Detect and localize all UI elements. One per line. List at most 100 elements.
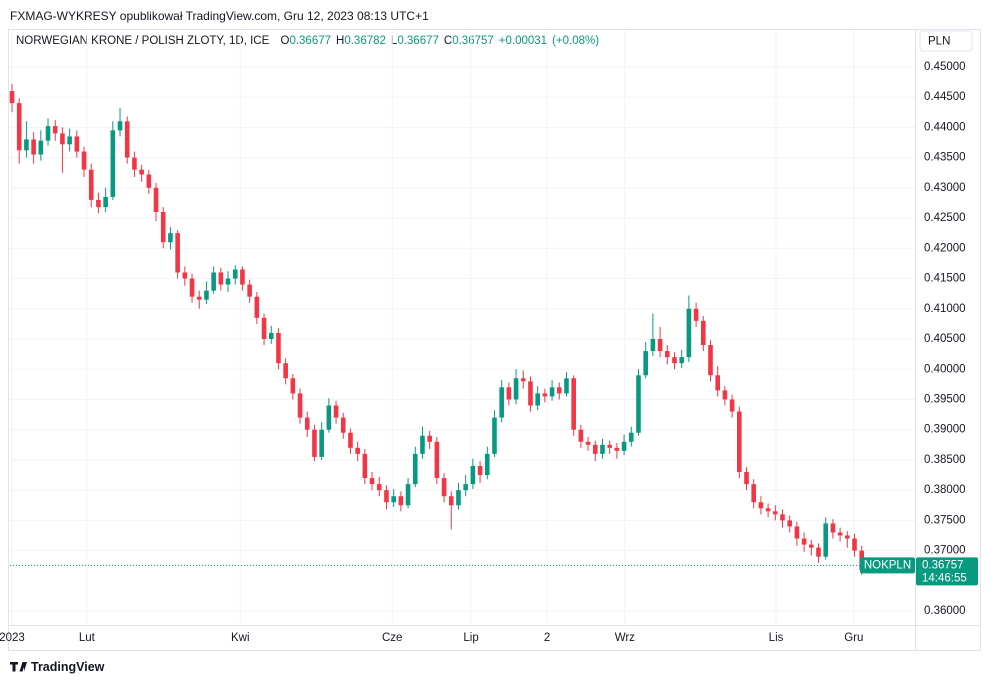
y-tick-label: 0.45000 — [924, 61, 966, 73]
candle-body — [809, 544, 814, 548]
y-tick-label: 0.42000 — [924, 242, 966, 254]
price-tag-value: 0.36757 — [922, 559, 964, 571]
price-tag-countdown: 14:46:55 — [922, 572, 967, 584]
candle-body — [837, 532, 843, 536]
candle-body — [297, 393, 303, 418]
y-tick-label: 0.44000 — [924, 121, 966, 133]
candle-body — [160, 212, 166, 243]
y-tick-label: 0.36000 — [924, 605, 966, 617]
candle-body — [787, 520, 793, 527]
candle-body — [628, 432, 634, 442]
candle-body — [283, 363, 288, 379]
candle-body — [9, 91, 15, 104]
price-tag-symbol: NOKPLN — [864, 559, 911, 571]
candle-body — [96, 199, 101, 208]
x-tick-label: Kwi — [231, 632, 250, 644]
candle-body — [384, 490, 389, 503]
candle-body — [74, 136, 80, 152]
legend-change: +0.00031 — [498, 35, 548, 47]
y-tick-label: 0.40500 — [924, 333, 966, 345]
y-tick-label: 0.41000 — [924, 303, 966, 315]
candle-body — [376, 484, 382, 491]
legend: NORWEGIAN KRONE / POLISH ZLOTY, 1D, ICE … — [16, 35, 604, 47]
candle-body — [823, 523, 829, 557]
candle-body — [175, 233, 180, 273]
candle-body — [636, 375, 641, 433]
candle-body — [124, 121, 130, 158]
y-tick-label: 0.43500 — [924, 152, 966, 164]
candle-body — [67, 136, 72, 145]
candle-body — [484, 453, 490, 476]
legend-label: O — [280, 35, 290, 47]
candle-body — [549, 387, 555, 397]
candle-body — [535, 393, 540, 406]
y-tick-label: 0.38500 — [924, 454, 966, 466]
candle-body — [816, 547, 821, 557]
candle-body — [182, 272, 188, 279]
candle-body — [664, 351, 670, 358]
price-tag-box — [916, 557, 978, 586]
candle-body — [355, 447, 360, 454]
candle-body — [405, 484, 411, 506]
candle-body — [715, 375, 720, 391]
candle-body — [132, 157, 137, 170]
chart-frame — [8, 29, 981, 651]
y-tick-label: 0.44500 — [924, 91, 966, 103]
candle-body — [657, 338, 663, 352]
candle-body — [153, 187, 159, 213]
currency-label: PLN — [928, 36, 950, 48]
candle-body — [369, 478, 375, 485]
logo — [10, 662, 27, 672]
candle-body — [268, 332, 274, 339]
candle-body — [578, 429, 584, 442]
x-tick-label: Gru — [844, 632, 863, 644]
candle-body — [139, 169, 144, 175]
candle-body — [571, 378, 576, 430]
legend-label: C — [443, 35, 453, 47]
candle-body — [607, 444, 612, 448]
legend-value: 0.36677 — [397, 35, 439, 47]
candle-body — [232, 269, 238, 279]
y-tick-label: 0.40000 — [924, 363, 966, 375]
candle-body — [794, 526, 800, 539]
candle-body — [614, 447, 620, 451]
candle-body — [81, 151, 87, 170]
candle-body — [477, 465, 483, 476]
candle-body — [708, 345, 713, 376]
x-tick-label: 2 — [544, 632, 550, 644]
candle-body — [852, 538, 857, 551]
candle-body — [700, 320, 706, 346]
x-tick-label: Cze — [382, 632, 402, 644]
candles — [9, 83, 872, 575]
candle-body — [146, 174, 152, 188]
candle-body — [427, 435, 432, 442]
candle-body — [247, 284, 252, 297]
candle-body — [88, 169, 94, 200]
candle-body — [506, 387, 512, 400]
candle-body — [556, 387, 562, 394]
candle-body — [845, 535, 850, 539]
candle-body — [499, 387, 504, 418]
candle-body — [736, 411, 742, 473]
candle-body — [672, 357, 677, 364]
candle-body — [773, 511, 778, 515]
legend-title: NORWEGIAN KRONE / POLISH ZLOTY, 1D, ICE — [16, 35, 270, 47]
candle-body — [470, 465, 476, 485]
y-tick-label: 0.43000 — [924, 182, 966, 194]
candle-body — [276, 332, 281, 364]
candle-body — [189, 278, 195, 297]
candle-body — [744, 472, 749, 485]
candle-body — [679, 357, 684, 364]
candle-body — [513, 378, 519, 400]
candle-body — [751, 484, 757, 503]
candle-body — [801, 538, 807, 545]
y-tick-label: 0.38000 — [924, 484, 966, 496]
y-tick-label: 0.41500 — [924, 273, 966, 285]
candle-body — [218, 272, 224, 285]
candle-body — [225, 278, 231, 285]
candle-body — [729, 399, 735, 412]
candle-body — [542, 393, 548, 397]
candle-body — [456, 490, 461, 506]
y-tick-label: 0.37500 — [924, 514, 966, 526]
candle-body — [592, 444, 598, 454]
